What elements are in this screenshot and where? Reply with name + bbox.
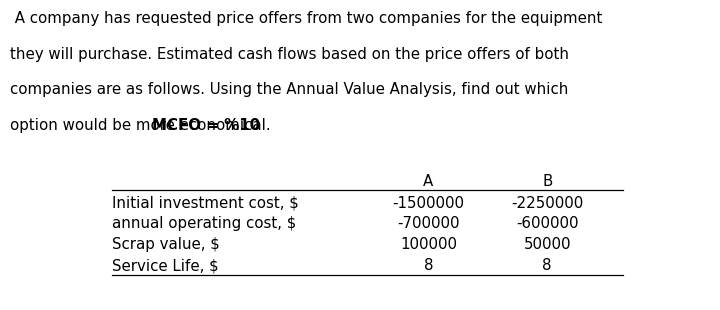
Text: annual operating cost, $: annual operating cost, $ — [112, 216, 296, 231]
Text: option would be more economical.: option would be more economical. — [10, 118, 271, 133]
Text: -700000: -700000 — [397, 216, 459, 231]
Text: Scrap value, $: Scrap value, $ — [112, 237, 220, 252]
Text: they will purchase. Estimated cash flows based on the price offers of both: they will purchase. Estimated cash flows… — [10, 46, 569, 61]
Text: -2250000: -2250000 — [511, 196, 583, 210]
Text: B: B — [542, 174, 552, 189]
Text: 8: 8 — [542, 258, 552, 273]
Text: A: A — [423, 174, 433, 189]
Text: Service Life, $: Service Life, $ — [112, 258, 218, 273]
Text: MCFO = %10: MCFO = %10 — [152, 118, 260, 133]
Text: -1500000: -1500000 — [392, 196, 464, 210]
Text: companies are as follows. Using the Annual Value Analysis, find out which: companies are as follows. Using the Annu… — [10, 82, 569, 97]
Text: 50000: 50000 — [523, 237, 571, 252]
Text: 8: 8 — [423, 258, 433, 273]
Text: A company has requested price offers from two companies for the equipment: A company has requested price offers fro… — [10, 11, 603, 26]
Text: -600000: -600000 — [516, 216, 578, 231]
Text: 100000: 100000 — [400, 237, 457, 252]
Text: Initial investment cost, $: Initial investment cost, $ — [112, 196, 298, 210]
